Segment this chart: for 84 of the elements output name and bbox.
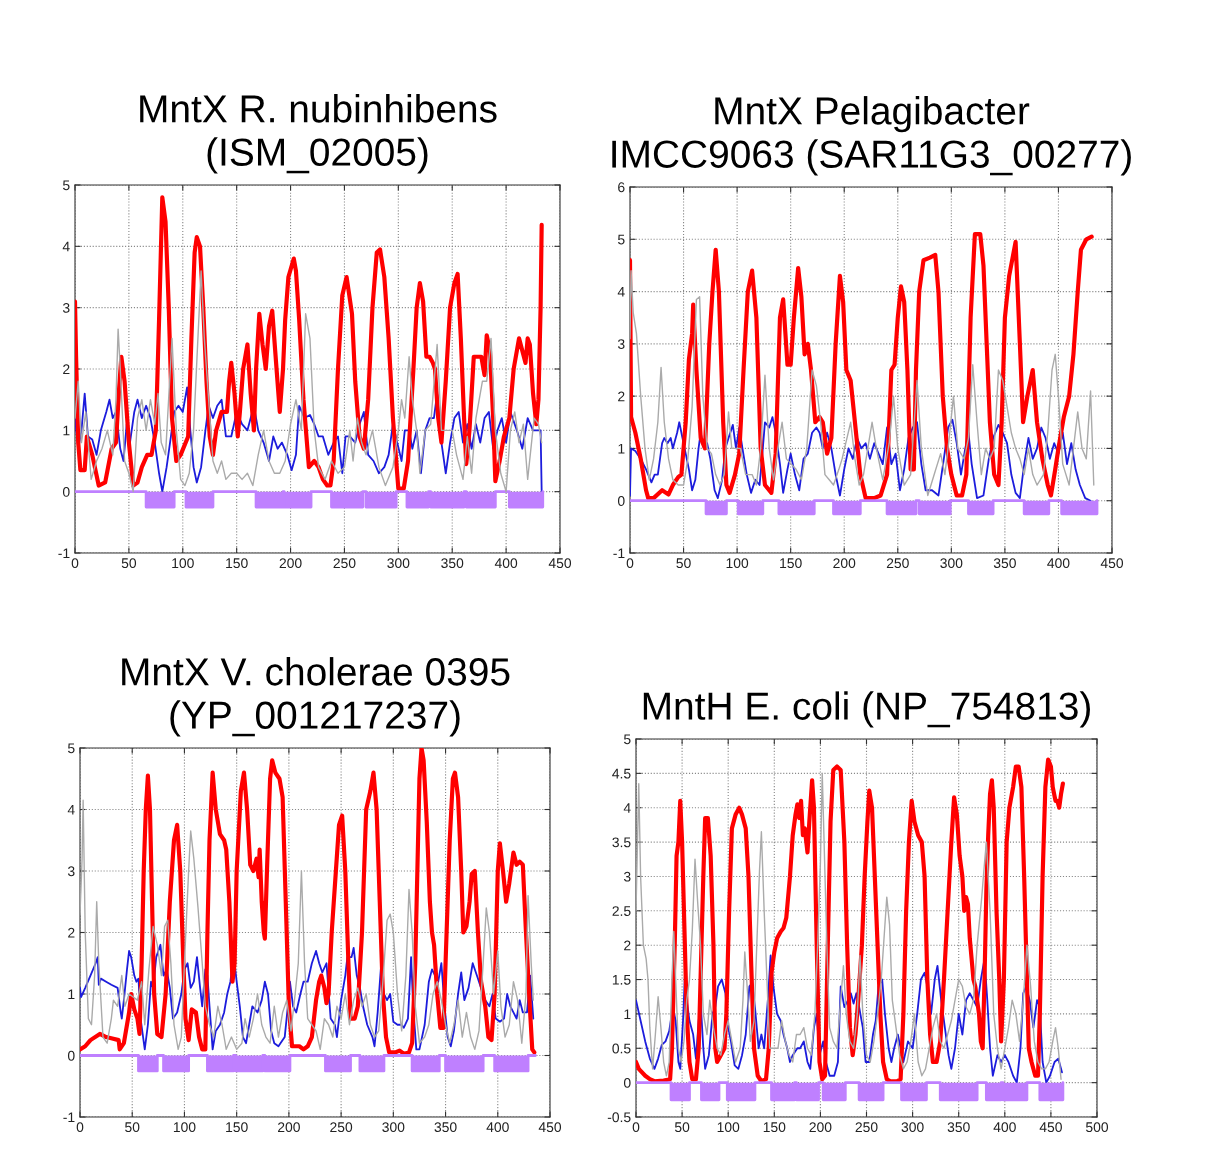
y-tick-label: 4 [62,241,70,252]
line-series [630,269,1095,497]
y-tick-label: 3 [623,871,631,882]
chart-title: MntX R. nubinhibens (ISM_02005) [140,94,497,174]
y-tick-label: -1 [613,548,625,559]
x-tick-label: 50 [674,1122,690,1133]
x-tick-label: 300 [382,1122,405,1133]
x-tick-label: 450 [1100,558,1124,569]
x-tick-label: 250 [330,1122,353,1133]
y-tick-label: -1 [58,548,70,559]
y-tick-label: 3 [62,303,70,313]
x-tick-label: 0 [76,1122,84,1133]
y-tick-label: 2 [624,940,631,951]
y-tick-label: 0 [617,496,625,506]
x-tick-label: 400 [993,1122,1016,1133]
x-tick-label: 50 [676,558,691,569]
x-tick-label: 400 [494,558,518,569]
y-tick-label: 2 [618,391,625,402]
x-tick-label: 100 [717,1122,740,1133]
line-series [75,195,544,491]
chart-title: MntX Pelagibacter IMCC9063 (SAR11G3_00277) [612,96,1131,176]
y-tick-label: 0 [67,1050,75,1061]
chart-title: MntH E. coli (NP_754813) [643,691,1090,728]
x-tick-label: 500 [1085,1122,1109,1133]
x-tick-label: 50 [121,558,137,569]
x-tick-label: 200 [278,1122,300,1133]
chart-title: MntX V. cholerae 0395 (YP_001217237) [122,657,510,737]
x-tick-label: 150 [226,1122,248,1133]
y-tick-label: 1 [68,989,75,1000]
y-tick-label: 1 [63,425,70,436]
x-tick-label: 100 [173,1122,196,1133]
line-series [75,270,543,493]
x-tick-label: 200 [833,558,856,569]
y-tick-label: 2 [68,927,75,938]
y-tick-label: 4 [623,803,631,813]
y-tick-label: 6 [618,182,625,193]
y-tick-label: 5 [62,180,70,191]
y-tick-label: 2.5 [612,906,631,916]
x-tick-label: 50 [125,1122,140,1133]
x-tick-label: 350 [947,1122,970,1133]
y-tick-label: 0 [623,1077,631,1088]
x-tick-label: 0 [632,1122,640,1133]
line-series [630,416,1092,502]
line-series [80,799,534,1051]
x-tick-label: 350 [993,558,1016,569]
x-tick-label: 200 [809,1122,832,1133]
x-tick-label: 300 [940,558,963,569]
y-tick-label: 5 [617,234,625,245]
y-tick-label: 2 [63,364,70,375]
y-tick-label: 0.5 [612,1043,631,1054]
y-tick-label: 5 [67,743,75,754]
line-series [630,231,1094,501]
y-tick-label: 3 [67,866,75,877]
x-tick-label: 400 [1047,558,1070,569]
x-tick-label: 300 [901,1122,924,1133]
x-tick-label: 100 [172,558,194,569]
y-tick-label: 1 [618,443,625,454]
x-tick-label: 450 [538,1122,562,1133]
x-tick-label: 400 [486,1122,509,1133]
x-tick-label: 100 [726,558,749,569]
x-tick-label: 350 [434,1122,457,1133]
x-tick-label: 450 [1039,1122,1062,1133]
y-tick-label: 4 [67,804,75,815]
y-tick-label: -0.5 [607,1112,631,1123]
x-tick-label: 350 [441,558,464,569]
x-tick-label: 450 [548,558,572,569]
y-tick-label: 4 [617,287,625,297]
x-tick-label: 250 [333,558,356,569]
y-tick-label: 3.5 [612,837,631,848]
x-tick-label: 300 [387,558,410,569]
y-tick-label: 1 [624,1009,631,1019]
y-tick-label: 4.5 [612,768,631,779]
y-tick-label: 5 [623,734,631,745]
x-tick-label: 150 [763,1122,786,1133]
line-series [80,748,537,1056]
x-tick-label: 150 [226,558,248,569]
x-tick-label: 250 [855,1122,878,1133]
y-tick-label: 3 [617,339,625,350]
x-tick-label: 150 [780,558,802,569]
y-tick-label: 0 [62,487,70,497]
x-tick-label: 200 [279,558,302,569]
y-tick-label: 1.5 [612,975,631,985]
x-tick-label: 250 [886,558,909,569]
y-tick-label: -1 [63,1112,75,1123]
